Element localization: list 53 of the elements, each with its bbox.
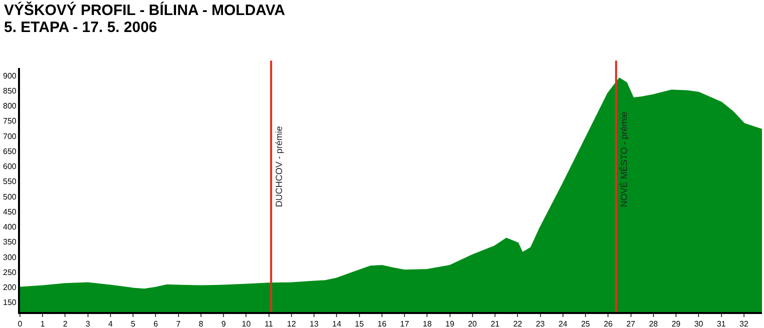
y-tick-label: 400 bbox=[3, 222, 17, 232]
x-tick-label: 17 bbox=[400, 320, 410, 328]
x-tick-label: 16 bbox=[377, 320, 387, 328]
x-tick-label: 8 bbox=[198, 320, 204, 328]
x-tick-label: 7 bbox=[176, 320, 182, 328]
chart-subtitle: 5. ETAPA - 17. 5. 2006 bbox=[4, 19, 158, 36]
x-tick-label: 28 bbox=[648, 320, 658, 328]
x-tick-label: 20 bbox=[468, 320, 478, 328]
y-tick-label: 350 bbox=[3, 238, 17, 247]
x-tick-label: 6 bbox=[154, 320, 159, 328]
x-tick-label: 31 bbox=[716, 320, 726, 328]
x-tick-label: 0 bbox=[18, 320, 23, 328]
x-tick-label: 26 bbox=[604, 320, 614, 328]
x-tick-label: 3 bbox=[86, 320, 91, 328]
x-tick-label: 9 bbox=[221, 320, 226, 328]
y-tick-label: 150 bbox=[3, 298, 17, 308]
y-tick-label: 700 bbox=[3, 132, 17, 141]
y-tick-label: 600 bbox=[3, 162, 17, 172]
y-tick-label: 500 bbox=[3, 192, 17, 202]
y-tick-label: 900 bbox=[3, 71, 17, 80]
x-tick-label: 13 bbox=[310, 320, 320, 328]
x-tick-label: 15 bbox=[354, 320, 364, 328]
y-tick-label: 850 bbox=[3, 86, 17, 96]
x-tick-label: 21 bbox=[490, 320, 500, 328]
y-tick-label: 650 bbox=[3, 146, 17, 156]
y-tick-label: 800 bbox=[3, 102, 17, 111]
y-tick-label: 200 bbox=[3, 283, 17, 292]
x-tick-label: 19 bbox=[445, 320, 455, 328]
y-tick-label: 300 bbox=[3, 252, 17, 262]
y-tick-label: 750 bbox=[3, 116, 17, 126]
chart-title: VÝŠKOVÝ PROFIL - BÍLINA - MOLDAVA bbox=[4, 2, 286, 19]
x-tick-label: 24 bbox=[558, 320, 568, 328]
x-tick-label: 32 bbox=[739, 320, 749, 328]
x-tick-label: 1 bbox=[40, 320, 46, 328]
x-tick-label: 22 bbox=[513, 320, 523, 328]
y-tick-label: 550 bbox=[3, 177, 17, 186]
x-tick-label: 4 bbox=[108, 320, 114, 328]
x-tick-label: 30 bbox=[694, 320, 704, 328]
y-tick-label: 450 bbox=[3, 207, 17, 216]
x-tick-label: 14 bbox=[332, 320, 342, 328]
x-tick-label: 2 bbox=[63, 320, 68, 328]
x-tick-label: 29 bbox=[672, 320, 682, 328]
ref-line-label: NOVÉ MĚSTO - prémie bbox=[619, 112, 630, 208]
x-tick-label: 10 bbox=[242, 320, 252, 328]
x-tick-label: 27 bbox=[626, 320, 636, 328]
x-tick-label: 12 bbox=[287, 320, 296, 328]
x-tick-label: 18 bbox=[422, 320, 432, 328]
x-tick-label: 11 bbox=[264, 320, 274, 328]
x-tick-label: 25 bbox=[581, 320, 591, 328]
y-tick-label: 250 bbox=[3, 268, 17, 277]
x-tick-label: 23 bbox=[536, 320, 546, 328]
ref-line-label: DUCHCOV - prémie bbox=[274, 126, 284, 208]
x-tick-label: 5 bbox=[130, 320, 136, 328]
